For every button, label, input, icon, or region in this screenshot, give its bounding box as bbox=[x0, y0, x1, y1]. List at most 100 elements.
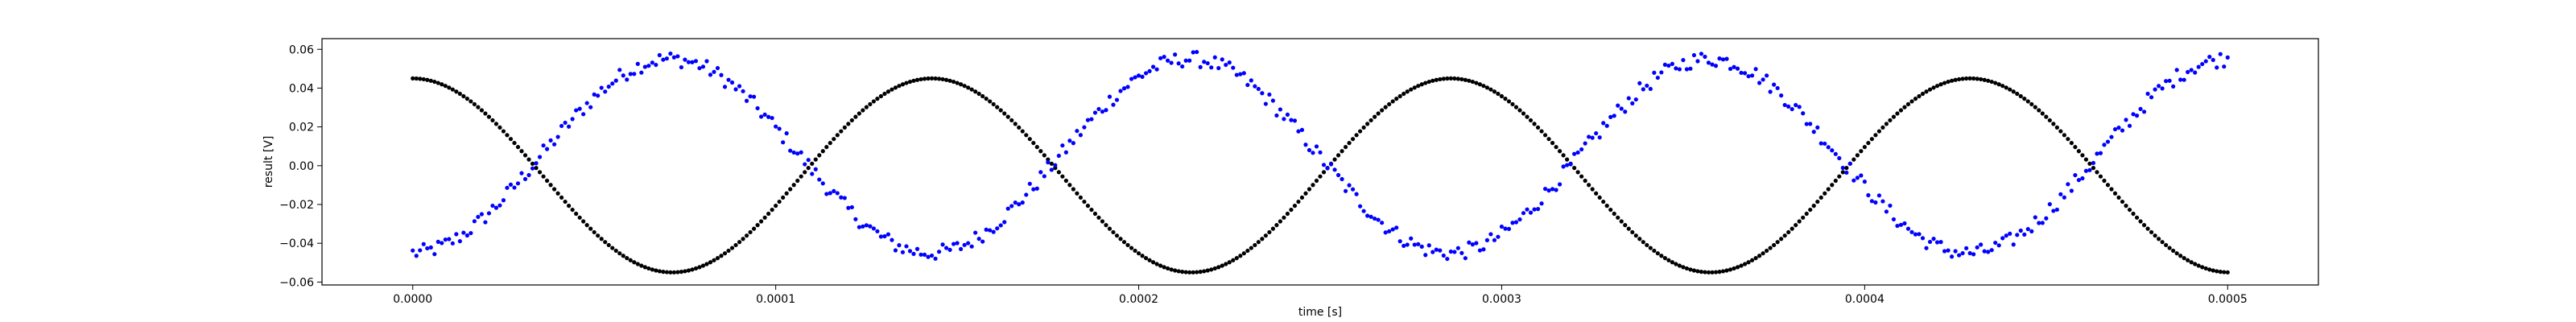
data-point bbox=[1979, 76, 1984, 82]
data-point bbox=[1779, 237, 1784, 242]
data-point bbox=[632, 260, 637, 265]
data-point bbox=[577, 215, 582, 220]
data-point bbox=[1844, 166, 1849, 171]
data-point bbox=[1499, 93, 1505, 99]
data-point bbox=[1390, 227, 1395, 232]
data-point bbox=[751, 226, 757, 231]
data-point bbox=[1735, 66, 1740, 71]
data-point bbox=[493, 205, 499, 210]
data-point bbox=[1597, 195, 1602, 200]
data-point bbox=[1373, 216, 1377, 221]
data-point bbox=[2073, 172, 2078, 178]
data-point bbox=[922, 76, 927, 81]
data-point bbox=[1681, 265, 1686, 270]
data-point bbox=[450, 241, 455, 246]
data-point bbox=[1481, 247, 1486, 252]
data-point bbox=[1688, 267, 1693, 272]
data-point bbox=[1967, 250, 1972, 256]
data-point bbox=[951, 242, 956, 246]
data-point bbox=[875, 229, 880, 233]
data-point bbox=[1380, 108, 1385, 113]
data-point bbox=[1986, 78, 1991, 83]
data-point bbox=[1720, 269, 1726, 274]
data-point bbox=[1909, 99, 1914, 104]
data-point bbox=[1554, 145, 1558, 150]
data-point bbox=[588, 105, 593, 109]
data-point bbox=[1542, 186, 1548, 192]
data-point bbox=[803, 162, 807, 167]
data-point bbox=[2033, 215, 2037, 220]
data-point bbox=[1024, 192, 1029, 197]
data-point bbox=[522, 176, 528, 182]
data-point bbox=[1419, 82, 1424, 87]
data-point bbox=[1855, 153, 1860, 158]
data-point bbox=[1368, 118, 1373, 123]
data-point bbox=[1373, 114, 1377, 119]
data-point bbox=[2218, 270, 2223, 275]
data-point bbox=[835, 133, 840, 138]
data-point bbox=[1365, 213, 1370, 218]
data-point bbox=[479, 108, 485, 113]
data-point bbox=[1260, 237, 1265, 242]
data-point bbox=[537, 170, 543, 175]
data-point bbox=[642, 265, 647, 270]
data-point bbox=[1782, 102, 1787, 108]
data-point bbox=[1100, 109, 1105, 114]
data-point bbox=[1579, 147, 1584, 152]
data-point bbox=[1017, 125, 1022, 130]
data-point bbox=[1619, 106, 1624, 111]
data-point bbox=[1735, 265, 1740, 270]
data-point bbox=[646, 64, 651, 68]
data-point bbox=[799, 150, 803, 155]
data-point bbox=[2193, 70, 2198, 75]
data-point bbox=[1278, 219, 1282, 224]
data-point bbox=[508, 137, 514, 142]
data-point bbox=[1728, 66, 1733, 72]
data-point bbox=[1241, 71, 1246, 76]
data-point bbox=[1463, 77, 1468, 82]
data-point bbox=[1528, 118, 1534, 123]
data-point bbox=[1859, 173, 1864, 178]
data-point bbox=[534, 161, 539, 166]
data-point bbox=[733, 87, 738, 92]
data-point bbox=[544, 178, 550, 184]
data-point bbox=[1002, 220, 1007, 225]
data-point bbox=[1710, 62, 1715, 67]
data-point bbox=[606, 242, 611, 248]
data-point bbox=[1913, 232, 1918, 237]
data-point bbox=[1521, 111, 1526, 116]
data-point bbox=[2222, 64, 2227, 69]
data-point bbox=[1931, 85, 1936, 90]
data-point bbox=[1416, 84, 1421, 89]
data-point bbox=[1234, 256, 1239, 261]
data-point bbox=[577, 106, 582, 111]
data-point bbox=[570, 207, 575, 213]
data-point bbox=[755, 223, 760, 228]
data-point bbox=[1350, 187, 1356, 192]
data-point bbox=[1183, 270, 1188, 275]
data-point bbox=[929, 76, 935, 80]
data-point bbox=[1238, 254, 1243, 258]
series-0 bbox=[411, 76, 2230, 275]
data-point bbox=[625, 256, 630, 261]
data-point bbox=[919, 252, 923, 257]
data-point bbox=[2058, 129, 2063, 134]
data-point bbox=[1847, 161, 1852, 166]
data-point bbox=[781, 140, 786, 145]
data-point bbox=[1794, 223, 1798, 228]
data-point bbox=[835, 191, 840, 196]
data-point bbox=[2095, 170, 2099, 175]
data-point bbox=[1840, 170, 1845, 175]
data-point bbox=[490, 118, 495, 123]
data-point bbox=[1492, 89, 1497, 94]
data-point bbox=[432, 79, 437, 85]
data-point bbox=[2091, 160, 2096, 166]
data-point bbox=[1009, 204, 1014, 208]
data-point bbox=[842, 125, 847, 130]
data-point bbox=[719, 72, 724, 77]
data-point bbox=[1107, 94, 1113, 99]
data-point bbox=[1565, 157, 1570, 162]
data-point bbox=[1601, 121, 1606, 126]
data-point bbox=[1107, 226, 1113, 231]
data-point bbox=[596, 93, 601, 98]
